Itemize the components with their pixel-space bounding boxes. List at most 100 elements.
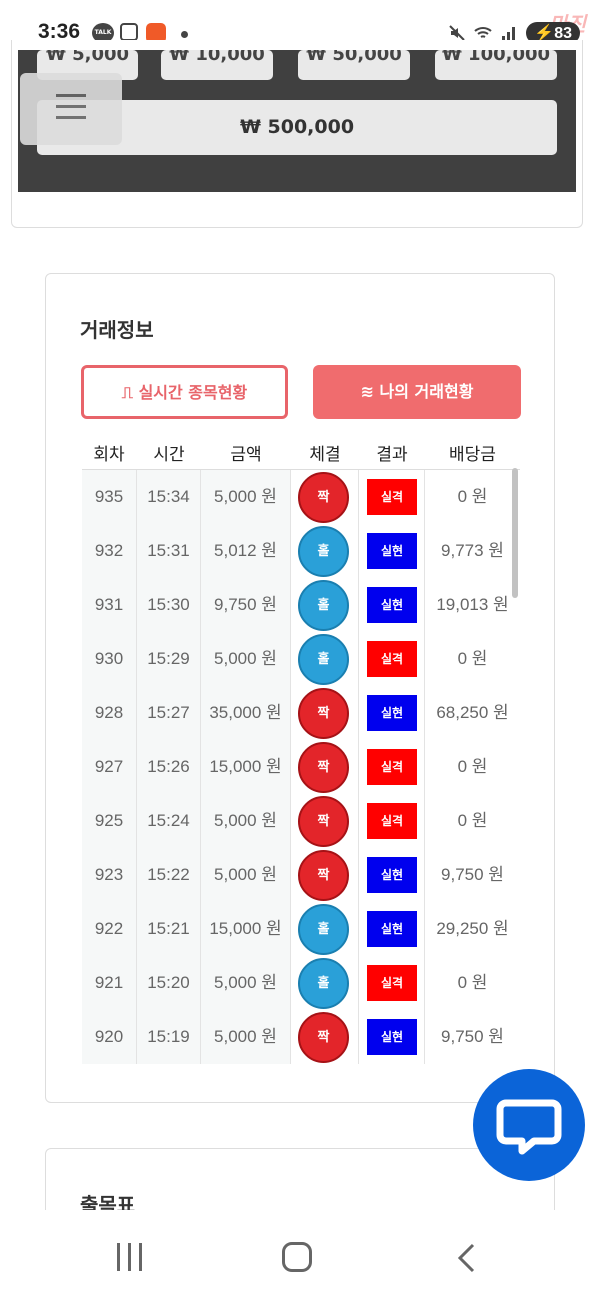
result-cell: 실현 <box>359 848 425 902</box>
menu-icon <box>56 116 86 119</box>
pick-ball: 짝 <box>298 850 349 901</box>
table-row: 928 15:27 35,000 원 짝 실현 68,250 원 <box>82 686 520 740</box>
system-nav-bar <box>0 1210 600 1300</box>
pick-cell: 홀 <box>291 956 359 1010</box>
tab-my-trades[interactable]: ≋ 나의 거래현황 <box>313 365 521 419</box>
round-cell: 932 <box>82 524 137 578</box>
time-cell: 15:24 <box>137 794 201 848</box>
amount-cell: 5,000 원 <box>201 956 291 1010</box>
time-cell: 15:20 <box>137 956 201 1010</box>
pick-ball: 홀 <box>298 634 349 685</box>
round-cell: 921 <box>82 956 137 1010</box>
time-cell: 15:19 <box>137 1010 201 1064</box>
result-cell: 실격 <box>359 470 425 524</box>
amount-cell: 15,000 원 <box>201 902 291 956</box>
table-row: 923 15:22 5,000 원 짝 실현 9,750 원 <box>82 848 520 902</box>
result-cell: 실격 <box>359 794 425 848</box>
time-cell: 15:26 <box>137 740 201 794</box>
result-cell: 실격 <box>359 956 425 1010</box>
table-row: 920 15:19 5,000 원 짝 실현 9,750 원 <box>82 1010 520 1064</box>
pick-cell: 홀 <box>291 578 359 632</box>
status-icons: ⚡83 <box>448 22 580 44</box>
round-cell: 922 <box>82 902 137 956</box>
column-header: 결과 <box>376 445 408 465</box>
pick-cell: 짝 <box>291 470 359 524</box>
pick-cell: 홀 <box>291 902 359 956</box>
table-header: 회차 시간 금액 체결 결과 배당금 <box>81 440 521 466</box>
mute-icon <box>449 25 465 41</box>
home-icon[interactable] <box>282 1242 312 1272</box>
payout-cell: 29,250 원 <box>425 902 520 956</box>
wifi-icon <box>474 27 492 38</box>
result-cell: 실현 <box>359 1010 425 1064</box>
result-cell: 실현 <box>359 524 425 578</box>
tab-live-status[interactable]: ⎍ 실시간 종목현황 <box>81 365 288 419</box>
pick-ball: 짝 <box>298 796 349 847</box>
table-row: 922 15:21 15,000 원 홀 실현 29,250 원 <box>82 902 520 956</box>
result-badge: 실현 <box>367 695 417 731</box>
pick-ball: 짝 <box>298 688 349 739</box>
table-row: 935 15:34 5,000 원 짝 실격 0 원 <box>82 470 520 524</box>
time-cell: 15:22 <box>137 848 201 902</box>
table-row: 925 15:24 5,000 원 짝 실격 0 원 <box>82 794 520 848</box>
payout-cell: 0 원 <box>425 470 520 524</box>
status-time: 3:36 <box>38 20 81 43</box>
pick-ball: 홀 <box>298 580 349 631</box>
payout-cell: 68,250 원 <box>425 686 520 740</box>
result-badge: 실격 <box>367 641 417 677</box>
time-cell: 15:34 <box>137 470 201 524</box>
scan-icon <box>120 23 138 41</box>
tab-label: 나의 거래현황 <box>379 382 474 401</box>
pick-ball: 홀 <box>298 958 349 1009</box>
pick-ball: 짝 <box>298 1012 349 1063</box>
amount-button-500000[interactable]: ₩ 500,000 <box>37 100 557 155</box>
column-header: 회차 <box>93 445 125 465</box>
menu-button[interactable] <box>20 73 122 145</box>
time-cell: 15:27 <box>137 686 201 740</box>
result-cell: 실현 <box>359 686 425 740</box>
table-scrollbar[interactable] <box>512 468 518 598</box>
result-badge: 실현 <box>367 1019 417 1055</box>
payout-cell: 9,750 원 <box>425 1010 520 1064</box>
pick-cell: 짝 <box>291 1010 359 1064</box>
talk-icon: TALK <box>92 23 114 43</box>
payout-cell: 0 원 <box>425 740 520 794</box>
pick-ball: 홀 <box>298 526 349 577</box>
recent-apps-icon[interactable] <box>115 1243 145 1271</box>
trade-table[interactable]: 935 15:34 5,000 원 짝 실격 0 원 932 15:31 5,012 원 홀 실현 9… <box>82 469 520 1067</box>
round-cell: 925 <box>82 794 137 848</box>
pick-cell: 짝 <box>291 794 359 848</box>
time-cell: 15:29 <box>137 632 201 686</box>
result-badge: 실현 <box>367 857 417 893</box>
amount-cell: 15,000 원 <box>201 740 291 794</box>
table-row: 931 15:30 9,750 원 홀 실현 19,013 원 <box>82 578 520 632</box>
amount-cell: 5,000 원 <box>201 794 291 848</box>
result-cell: 실현 <box>359 578 425 632</box>
amount-button-100000[interactable]: ₩ 100,000 <box>435 50 557 80</box>
table-row: 927 15:26 15,000 원 짝 실격 0 원 <box>82 740 520 794</box>
payout-cell: 0 원 <box>425 956 520 1010</box>
result-badge: 실현 <box>367 911 417 947</box>
amount-button-50000[interactable]: ₩ 50,000 <box>298 50 410 80</box>
menu-icon <box>56 105 86 108</box>
column-header: 체결 <box>309 445 341 465</box>
back-icon[interactable] <box>455 1243 477 1273</box>
result-cell: 실격 <box>359 632 425 686</box>
pulse-icon: ⎍ <box>121 383 133 402</box>
amount-button-10000[interactable]: ₩ 10,000 <box>161 50 273 80</box>
payout-cell: 0 원 <box>425 794 520 848</box>
result-badge: 실격 <box>367 749 417 785</box>
round-cell: 935 <box>82 470 137 524</box>
pick-cell: 짝 <box>291 848 359 902</box>
trade-info-card: 거래정보 ⎍ 실시간 종목현황 ≋ 나의 거래현황 회차 시간 금액 체결 결과… <box>45 273 555 1103</box>
result-badge: 실현 <box>367 533 417 569</box>
chat-button[interactable] <box>473 1069 585 1181</box>
battery-level: 83 <box>554 25 572 42</box>
table-row: 930 15:29 5,000 원 홀 실격 0 원 <box>82 632 520 686</box>
column-header: 금액 <box>230 445 262 465</box>
time-cell: 15:30 <box>137 578 201 632</box>
result-badge: 실현 <box>367 587 417 623</box>
signal-icon <box>502 27 516 41</box>
amount-cell: 9,750 원 <box>201 578 291 632</box>
result-badge: 실격 <box>367 965 417 1001</box>
